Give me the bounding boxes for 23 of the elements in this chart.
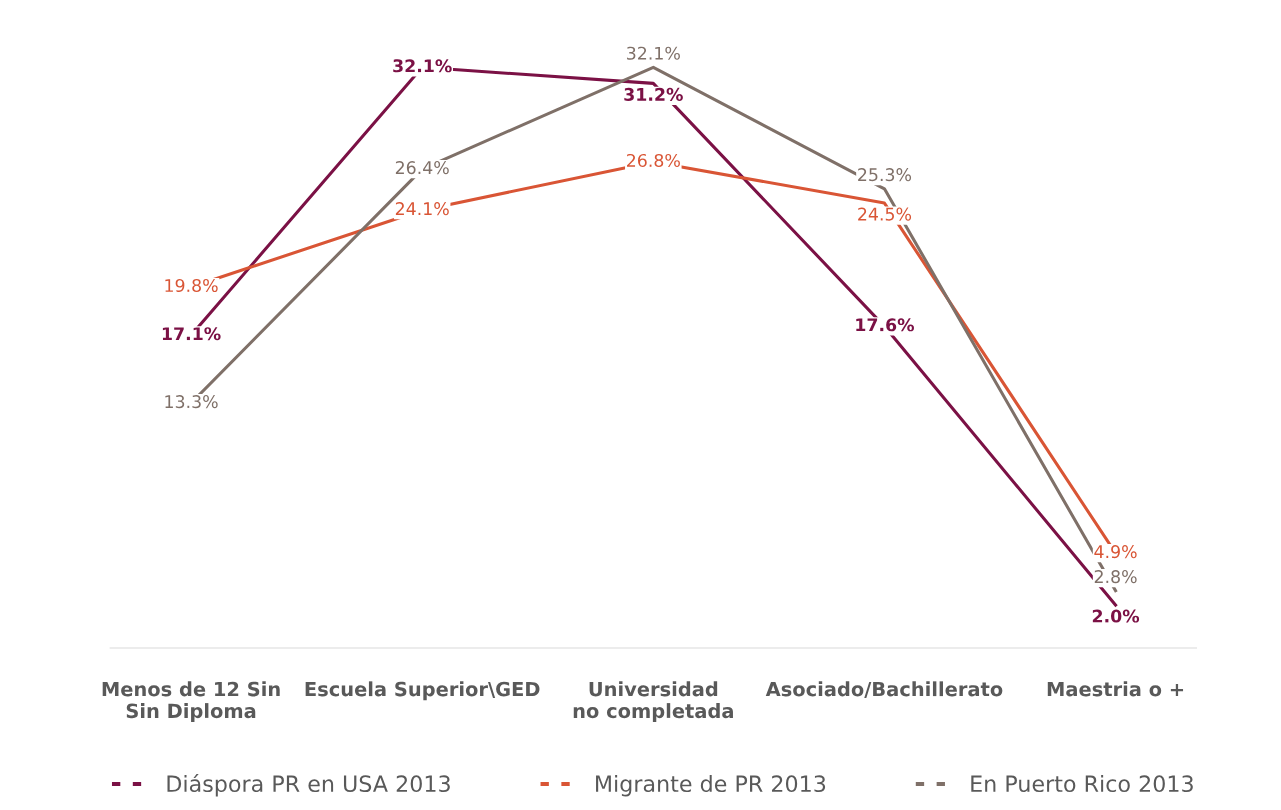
data-label: 4.9% <box>1094 545 1137 559</box>
data-label: 13.3% <box>165 395 218 409</box>
data-label: 24.5% <box>858 207 912 221</box>
data-label: 2.8% <box>1094 570 1137 584</box>
data-label: 31.2% <box>624 87 683 101</box>
data-label: 2.0% <box>1092 609 1140 623</box>
data-label: 19.8% <box>165 278 218 293</box>
x-tick-label: Maestria o + <box>1047 681 1184 697</box>
data-label: 26.8% <box>627 153 680 168</box>
data-label: 32.1% <box>627 46 680 60</box>
data-label: 26.4% <box>395 161 449 175</box>
legend-label: Migrante de PR 2013 <box>596 774 826 797</box>
data-label: 24.1% <box>395 202 449 216</box>
data-label: 25.3% <box>858 168 912 182</box>
data-label: 32.1% <box>393 59 452 73</box>
x-tick-label: Universidad no completada <box>573 681 733 722</box>
legend-label: Diáspora PR en USA 2013 <box>167 774 450 797</box>
x-tick-label: Escuela Superior\GED <box>305 681 540 701</box>
data-label: 17.1% <box>162 327 221 341</box>
data-label: 17.6% <box>856 318 914 332</box>
legend-label: En Puerto Rico 2013 <box>971 774 1193 793</box>
x-tick-label: Asociado/Bachillerato <box>765 681 1003 698</box>
x-tick-label: Menos de 12 Sin Sin Diploma <box>102 681 280 722</box>
